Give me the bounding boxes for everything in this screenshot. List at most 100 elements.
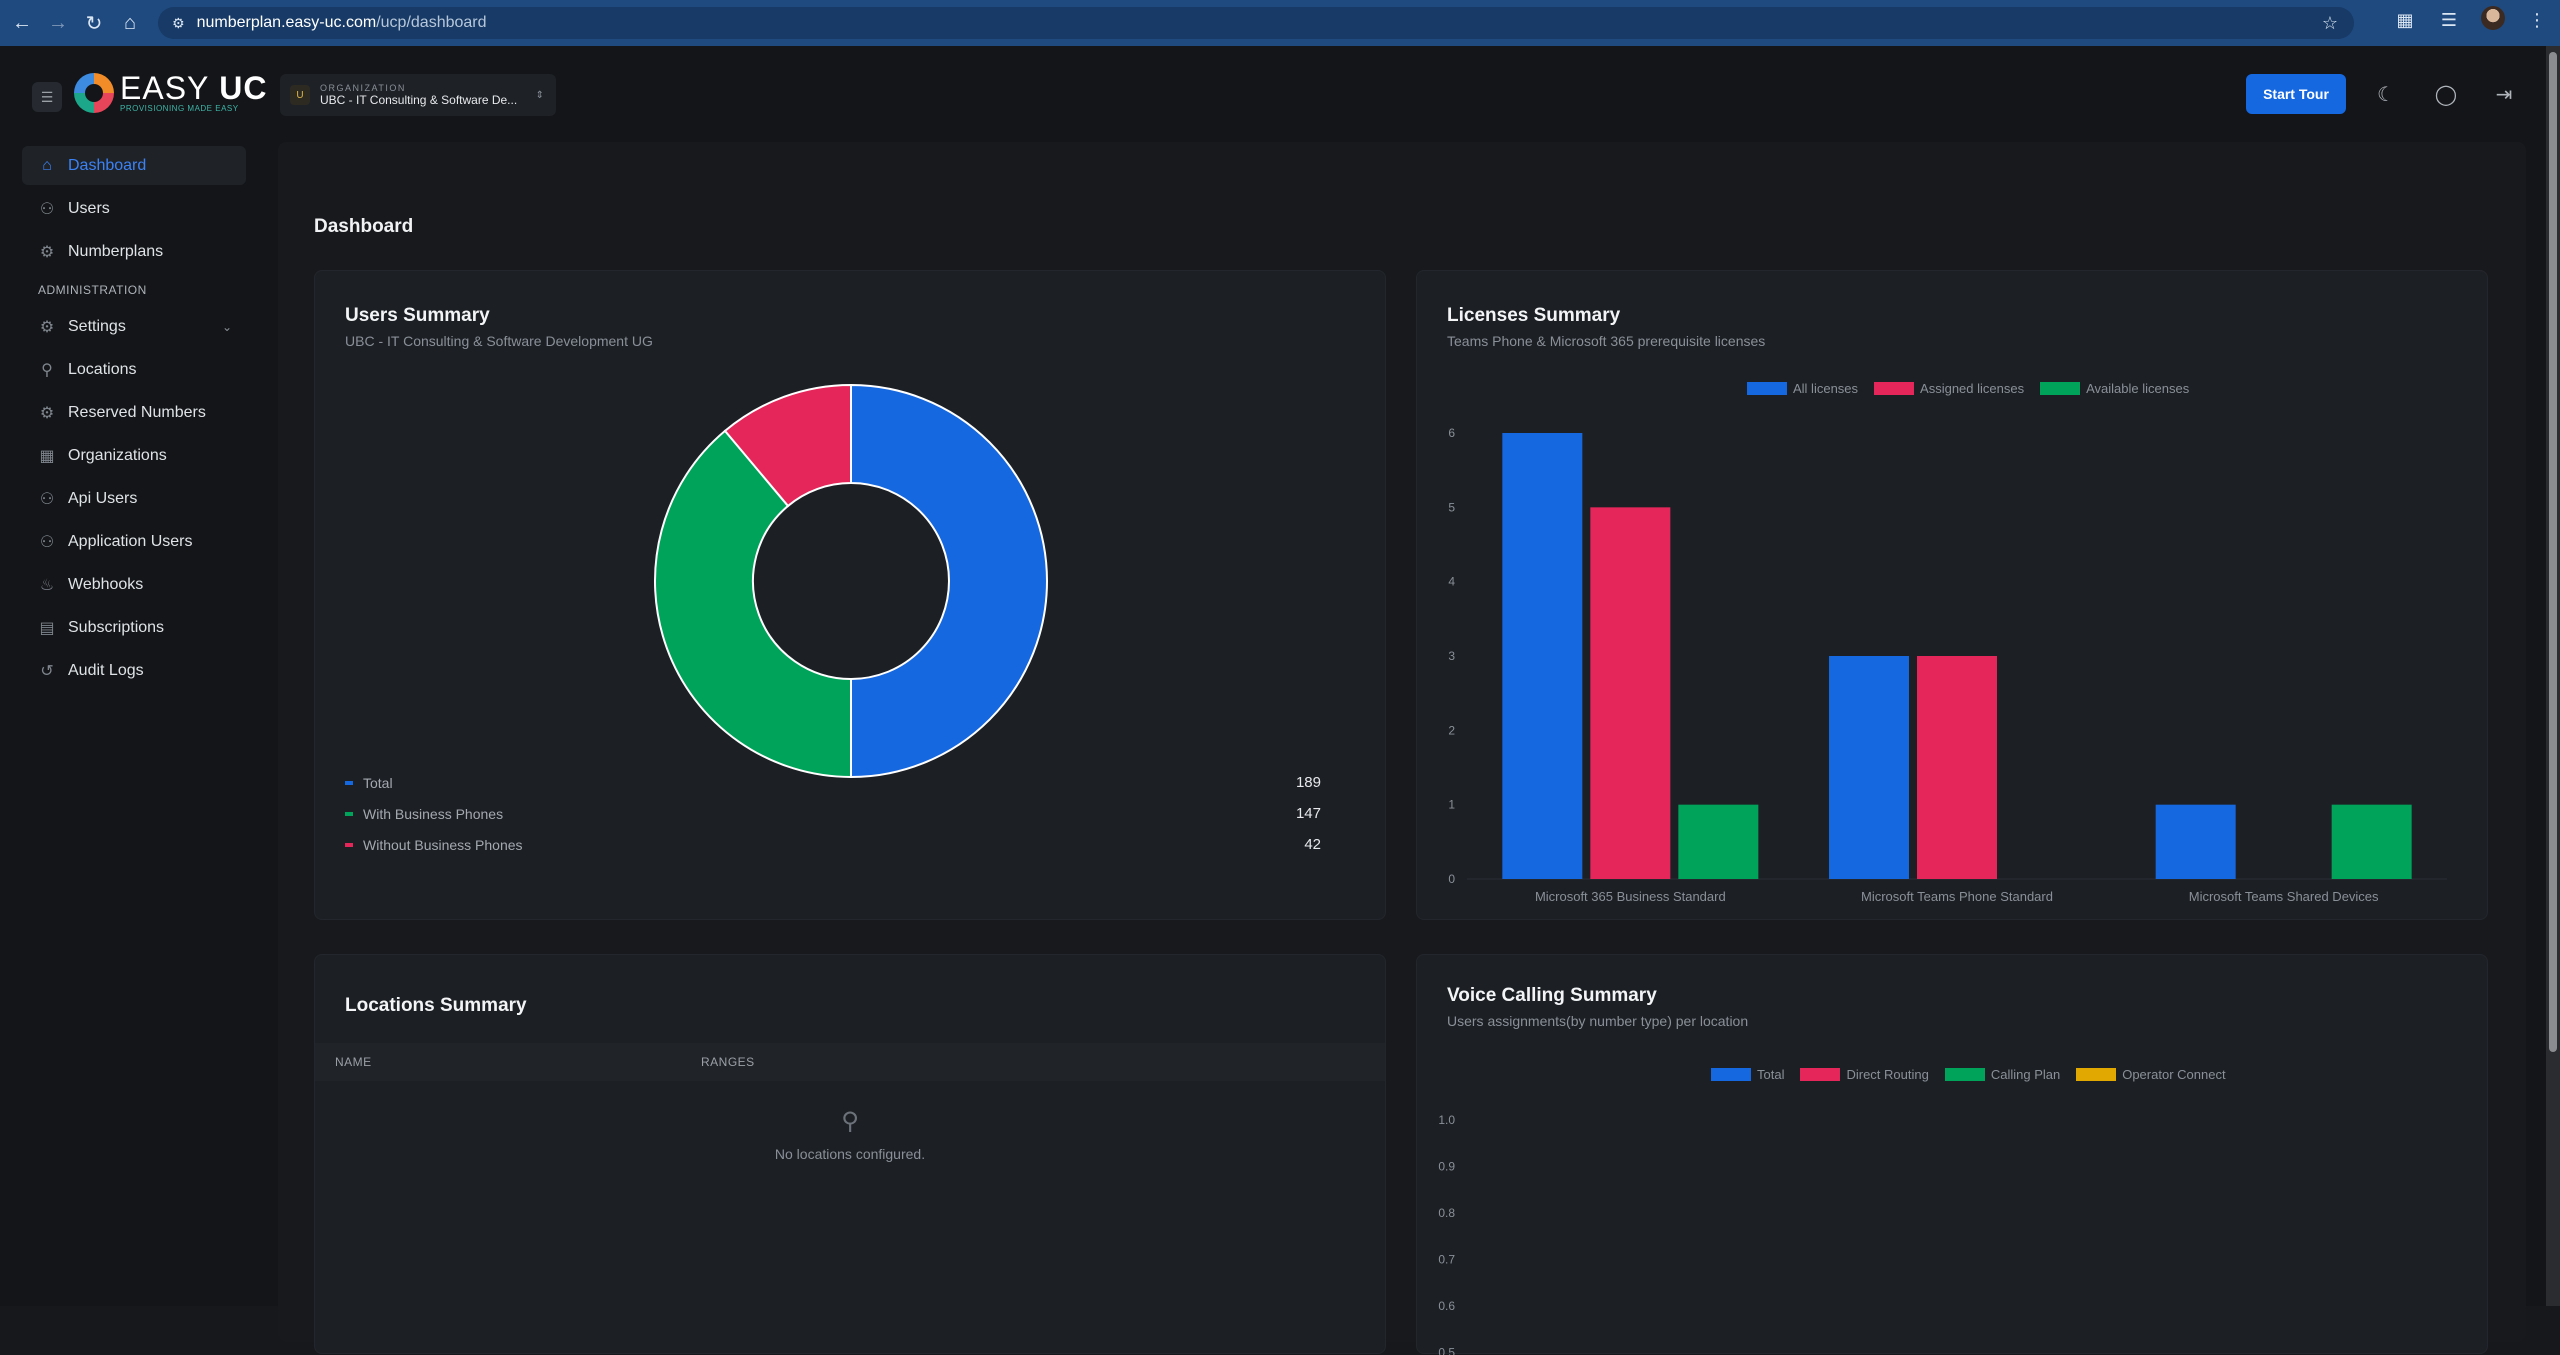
donut-slice-total[interactable] (851, 385, 1047, 777)
users-icon: ⚇ (38, 489, 56, 509)
organization-select[interactable]: U ORGANIZATION UBC - IT Consulting & Sof… (280, 74, 556, 116)
sidebar-item-settings[interactable]: ⚙ Settings ⌄ (22, 307, 246, 346)
legend-item[interactable]: Direct Routing (1800, 1067, 1928, 1082)
scrollbar-thumb[interactable] (2549, 52, 2557, 1052)
y-tick-label: 5 (1448, 500, 1455, 514)
list-item: Without Business Phones 42 (345, 829, 1321, 860)
legend-item[interactable]: Calling Plan (1945, 1067, 2060, 1082)
legend-label: Without Business Phones (363, 837, 523, 853)
users-icon: ⚇ (38, 199, 56, 219)
sidebar-item-audit-logs[interactable]: ↺ Audit Logs (22, 651, 246, 690)
legend-swatch (345, 781, 353, 785)
empty-state: ⚲ No locations configured. (315, 1107, 1385, 1162)
card-title: Locations Summary (345, 995, 527, 1017)
home-icon[interactable]: ⌂ (112, 5, 148, 41)
sidebar-item-locations[interactable]: ⚲ Locations (22, 350, 246, 389)
sidebar-item-label: Settings (68, 318, 126, 336)
bar[interactable] (1917, 656, 1997, 879)
legend-label: With Business Phones (363, 806, 503, 822)
media-icon[interactable]: ☰ (2436, 10, 2462, 31)
sidebar-item-organizations[interactable]: ▦ Organizations (22, 436, 246, 475)
site-info-icon[interactable]: ⚙ (172, 15, 185, 32)
legend-item[interactable]: Available licenses (2040, 381, 2189, 396)
browser-menu-icon[interactable]: ⋮ (2524, 10, 2550, 31)
location-pin-icon: ⚲ (315, 1107, 1385, 1136)
sidebar-item-api-users[interactable]: ⚇ Api Users (22, 479, 246, 518)
sidebar-item-label: Dashboard (68, 157, 146, 175)
bar[interactable] (1502, 433, 1582, 879)
main-content: Dashboard Users Summary UBC - IT Consult… (278, 142, 2526, 1342)
locations-summary-card: Locations Summary NAME RANGES ⚲ No locat… (314, 954, 1386, 1354)
bar[interactable] (2332, 805, 2412, 879)
forward-icon[interactable]: → (40, 5, 76, 41)
users-donut-chart (641, 371, 1061, 791)
x-tick-label: Microsoft 365 Business Standard (1535, 889, 1726, 901)
users-legend: Total 189 With Business Phones 147 Witho… (345, 767, 1321, 860)
sidebar-item-label: Locations (68, 361, 137, 379)
moon-icon[interactable]: ☾ (2370, 78, 2402, 110)
home-icon: ⌂ (38, 157, 56, 175)
y-tick-label: 0.8 (1438, 1206, 1455, 1220)
y-tick-label: 0 (1448, 872, 1455, 886)
y-tick-label: 1.0 (1438, 1113, 1455, 1127)
profile-avatar[interactable] (2480, 6, 2506, 35)
legend-item[interactable]: Assigned licenses (1874, 381, 2024, 396)
logo-tagline: PROVISIONING MADE EASY (120, 104, 267, 113)
sidebar-section-administration: ADMINISTRATION (22, 275, 246, 307)
bar[interactable] (1678, 805, 1758, 879)
column-header-ranges[interactable]: RANGES (701, 1055, 755, 1069)
page-scrollbar[interactable] (2546, 46, 2560, 1306)
sidebar-item-label: Reserved Numbers (68, 404, 206, 422)
sidebar-toggle-icon[interactable]: ☰ (32, 82, 62, 112)
chevron-updown-icon: ⇕ (536, 90, 544, 101)
table-header: NAME RANGES (315, 1043, 1385, 1081)
sidebar-item-reserved-numbers[interactable]: ⚙ Reserved Numbers (22, 393, 246, 432)
start-tour-button[interactable]: Start Tour (2246, 74, 2346, 114)
logo-wordmark: EASY UC (120, 72, 267, 104)
sidebar-item-label: Users (68, 200, 110, 218)
legend-value: 147 (1296, 805, 1321, 822)
sidebar-item-subscriptions[interactable]: ▤ Subscriptions (22, 608, 246, 647)
y-tick-label: 2 (1448, 723, 1455, 737)
bookmark-star-icon[interactable]: ☆ (2322, 13, 2338, 34)
gear-icon: ⚙ (38, 242, 56, 262)
back-icon[interactable]: ← (4, 5, 40, 41)
org-label: ORGANIZATION (320, 83, 517, 93)
legend-item[interactable]: Total (1711, 1067, 1784, 1082)
extensions-icon[interactable]: ▦ (2392, 10, 2418, 31)
voice-legend: Total Direct Routing Calling Plan Operat… (1711, 1067, 2232, 1082)
gear-icon: ⚙ (38, 403, 56, 423)
sidebar: ⌂ Dashboard ⚇ Users ⚙ Numberplans ADMINI… (22, 146, 246, 694)
bar[interactable] (1590, 507, 1670, 879)
address-bar[interactable]: ⚙ numberplan.easy-uc.com/ucp/dashboard ☆ (158, 7, 2354, 39)
sidebar-item-application-users[interactable]: ⚇ Application Users (22, 522, 246, 561)
y-tick-label: 4 (1448, 575, 1455, 589)
chevron-down-icon: ⌄ (222, 320, 232, 334)
card-title: Licenses Summary (1447, 305, 1620, 327)
history-icon: ↺ (38, 661, 56, 681)
licenses-legend: All licenses Assigned licenses Available… (1747, 381, 2195, 396)
y-tick-label: 0.6 (1438, 1299, 1455, 1313)
sidebar-item-webhooks[interactable]: ♨ Webhooks (22, 565, 246, 604)
card-title: Users Summary (345, 305, 490, 327)
card-subtitle: Teams Phone & Microsoft 365 prerequisite… (1447, 333, 1765, 349)
sidebar-item-label: Application Users (68, 533, 193, 551)
sidebar-item-numberplans[interactable]: ⚙ Numberplans (22, 232, 246, 271)
user-icon[interactable]: ◯ (2430, 78, 2462, 110)
column-header-name[interactable]: NAME (335, 1055, 372, 1069)
card-title: Voice Calling Summary (1447, 985, 1657, 1007)
legend-item[interactable]: Operator Connect (2076, 1067, 2225, 1082)
reload-icon[interactable]: ↻ (76, 5, 112, 41)
users-icon: ⚇ (38, 532, 56, 552)
logout-icon[interactable]: ⇥ (2488, 78, 2520, 110)
bar[interactable] (1829, 656, 1909, 879)
x-tick-label: Microsoft Teams Phone Standard (1861, 889, 2053, 901)
y-tick-label: 0.9 (1438, 1160, 1455, 1174)
sidebar-item-users[interactable]: ⚇ Users (22, 189, 246, 228)
browser-toolbar: ← → ↻ ⌂ ⚙ numberplan.easy-uc.com/ucp/das… (0, 0, 2560, 46)
empty-message: No locations configured. (775, 1146, 925, 1162)
legend-item[interactable]: All licenses (1747, 381, 1858, 396)
sidebar-item-dashboard[interactable]: ⌂ Dashboard (22, 146, 246, 185)
bar[interactable] (2156, 805, 2236, 879)
folder-icon: ▤ (38, 618, 56, 638)
